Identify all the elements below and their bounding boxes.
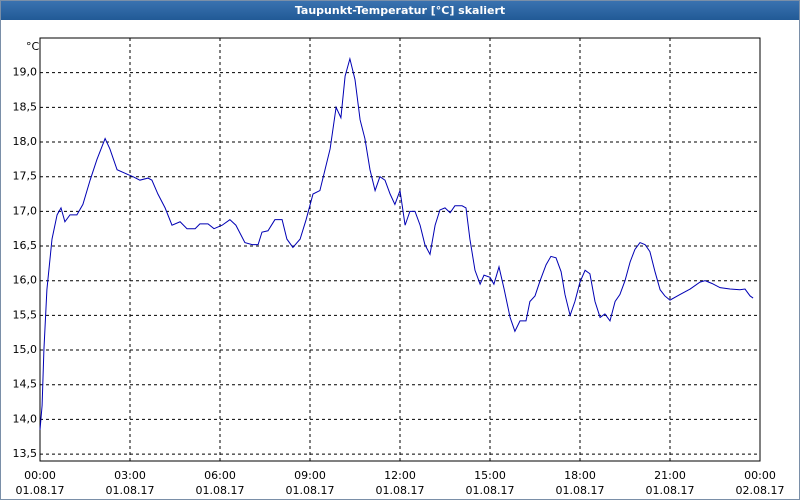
y-tick-label: 14,5 xyxy=(13,378,38,391)
x-tick-label: 00:00 xyxy=(744,469,776,482)
y-tick-label: 15,0 xyxy=(13,343,38,356)
x-tick-date: 01.08.17 xyxy=(466,484,515,497)
x-tick-date: 01.08.17 xyxy=(106,484,155,497)
y-tick-label: 15,5 xyxy=(13,308,38,321)
y-tick-label: 17,5 xyxy=(13,170,38,183)
y-unit: °C xyxy=(26,40,40,53)
x-tick-date: 01.08.17 xyxy=(16,484,65,497)
y-tick-label: 18,0 xyxy=(13,135,38,148)
x-tick-date: 01.08.17 xyxy=(196,484,245,497)
x-tick-label: 00:00 xyxy=(24,469,56,482)
y-tick-label: 16,0 xyxy=(13,274,38,287)
y-tick-label: 18,5 xyxy=(13,100,38,113)
line-series xyxy=(39,56,754,430)
x-tick-date: 02.08.17 xyxy=(736,484,785,497)
x-tick-label: 12:00 xyxy=(384,469,416,482)
x-tick-label: 09:00 xyxy=(294,469,326,482)
x-tick-date: 01.08.17 xyxy=(376,484,425,497)
x-tick-date: 01.08.17 xyxy=(646,484,695,497)
x-tick-label: 15:00 xyxy=(474,469,506,482)
x-tick-date: 01.08.17 xyxy=(556,484,605,497)
title-bar: Taupunkt-Temperatur [°C] skaliert xyxy=(1,1,799,20)
x-tick-label: 06:00 xyxy=(204,469,236,482)
x-tick-date: 01.08.17 xyxy=(286,484,335,497)
plot-border xyxy=(39,37,761,462)
y-tick-label: 16,5 xyxy=(13,239,38,252)
x-tick-label: 18:00 xyxy=(564,469,596,482)
y-tick-label: 14,0 xyxy=(13,412,38,425)
x-tick-label: 03:00 xyxy=(114,469,146,482)
y-tick-label: 13,5 xyxy=(13,447,38,460)
y-tick-label: 17,0 xyxy=(13,204,38,217)
y-tick-label: 19,0 xyxy=(13,66,38,79)
x-tick-label: 21:00 xyxy=(654,469,686,482)
